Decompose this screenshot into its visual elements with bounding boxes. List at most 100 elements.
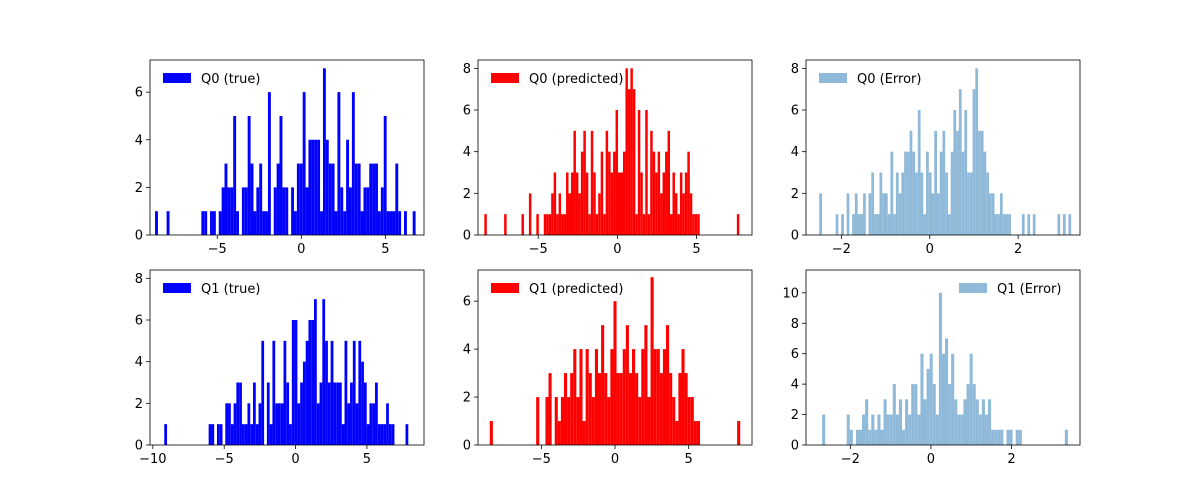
histogram-bar xyxy=(554,397,558,445)
histogram-bar xyxy=(640,172,643,235)
histogram-bar xyxy=(308,320,312,445)
histogram-bar xyxy=(909,130,913,235)
histogram-bar xyxy=(945,338,949,445)
histogram-bar xyxy=(398,211,402,235)
histogram-bar xyxy=(590,130,594,235)
histogram-bar xyxy=(697,214,700,235)
histogram-bar xyxy=(489,421,493,445)
y-tick-label: 0 xyxy=(135,229,143,244)
histogram-bar xyxy=(551,193,554,235)
histogram-bar xyxy=(997,429,1001,445)
histogram-bar xyxy=(644,325,648,445)
y-tick-label: 4 xyxy=(135,133,143,148)
histogram-bar xyxy=(619,373,623,445)
histogram-bar xyxy=(905,399,909,445)
histogram-bar xyxy=(563,214,567,235)
histogram-bar xyxy=(858,429,863,445)
histogram-bar xyxy=(1068,214,1072,235)
histogram-bar xyxy=(972,89,976,236)
histogram-bar xyxy=(597,373,602,445)
histogram-bar xyxy=(219,424,223,445)
histogram-bar xyxy=(216,424,220,445)
histogram-bar xyxy=(570,172,574,235)
legend-swatch xyxy=(819,73,847,83)
histogram-bar xyxy=(582,421,586,445)
histogram-bar xyxy=(297,403,301,445)
histogram-bar xyxy=(380,424,384,445)
x-tick-label: 0 xyxy=(926,242,934,257)
histogram-bar xyxy=(568,193,571,235)
histogram-bar xyxy=(580,151,584,235)
histogram-bar xyxy=(331,163,335,235)
histogram-bar xyxy=(947,214,951,235)
histogram-bar xyxy=(958,89,962,236)
histogram-bar xyxy=(956,130,959,235)
histogram-bar xyxy=(635,214,638,235)
x-tick-label: −5 xyxy=(532,452,551,467)
histogram-bar xyxy=(164,424,168,445)
histogram-bar xyxy=(239,382,242,445)
histogram-bar xyxy=(585,172,589,235)
histogram-bar xyxy=(291,320,295,445)
histogram-bar xyxy=(981,399,985,445)
x-tick-label: 0 xyxy=(291,452,299,467)
histogram-bar xyxy=(682,193,685,235)
axes-frame xyxy=(805,59,1081,236)
histogram-bar xyxy=(929,353,933,445)
histogram-bar xyxy=(835,214,839,235)
histogram-bar xyxy=(573,349,577,445)
histogram-bar xyxy=(696,421,701,445)
histogram-bar xyxy=(289,424,292,445)
histogram-bar xyxy=(302,92,306,236)
histogram-bar xyxy=(659,373,663,445)
histogram-bar xyxy=(372,163,376,235)
histogram-bar xyxy=(598,193,601,235)
histogram-bar xyxy=(282,187,286,235)
y-tick-label: 4 xyxy=(791,145,799,160)
histogram-bar xyxy=(692,214,695,235)
histogram-bar xyxy=(273,187,277,235)
histogram-bar xyxy=(902,429,906,445)
axes-frame xyxy=(149,269,425,446)
x-tick-label: −2 xyxy=(841,452,860,467)
histogram-bar xyxy=(964,110,968,235)
histogram-bar xyxy=(327,382,331,445)
histogram-bar xyxy=(846,193,850,235)
y-tick-label: 6 xyxy=(463,295,471,310)
histogram-bar xyxy=(660,193,663,235)
histogram-bar xyxy=(605,130,609,235)
histogram-bar xyxy=(294,320,298,445)
y-tick-label: 2 xyxy=(463,391,471,406)
histogram-bar xyxy=(939,151,943,235)
histogram-bar xyxy=(953,110,957,235)
histogram-bar xyxy=(945,172,948,235)
histogram-bar xyxy=(1032,214,1036,235)
histogram-bar xyxy=(860,214,864,235)
histogram-bar xyxy=(672,172,675,235)
histogram-bar xyxy=(320,211,323,235)
histogram-bar xyxy=(225,403,229,445)
histogram-bar xyxy=(641,349,645,445)
histogram-bar xyxy=(901,172,905,235)
histogram-bar xyxy=(377,211,381,235)
histogram-bar xyxy=(1005,214,1009,235)
x-tick-label: 0 xyxy=(611,452,619,467)
histogram-bar xyxy=(548,373,552,445)
histogram-bar xyxy=(874,429,878,445)
histogram-bar xyxy=(314,299,317,445)
y-tick-label: 0 xyxy=(463,229,471,244)
legend-label: Q0 (Error) xyxy=(857,72,921,87)
histogram-bar xyxy=(863,193,866,235)
histogram-bar xyxy=(361,361,364,445)
histogram-bar xyxy=(548,214,552,235)
y-tick-label: 8 xyxy=(791,62,799,77)
legend: Q0 (Error) xyxy=(819,72,921,87)
histogram-bar xyxy=(957,414,961,445)
histogram-bar xyxy=(895,172,899,235)
histogram-bar xyxy=(311,320,315,445)
histogram-bar xyxy=(1008,214,1011,235)
histogram-bar xyxy=(677,214,680,235)
histogram-bar xyxy=(994,429,998,445)
histogram-bar xyxy=(305,340,309,445)
y-tick-label: 8 xyxy=(463,62,471,77)
